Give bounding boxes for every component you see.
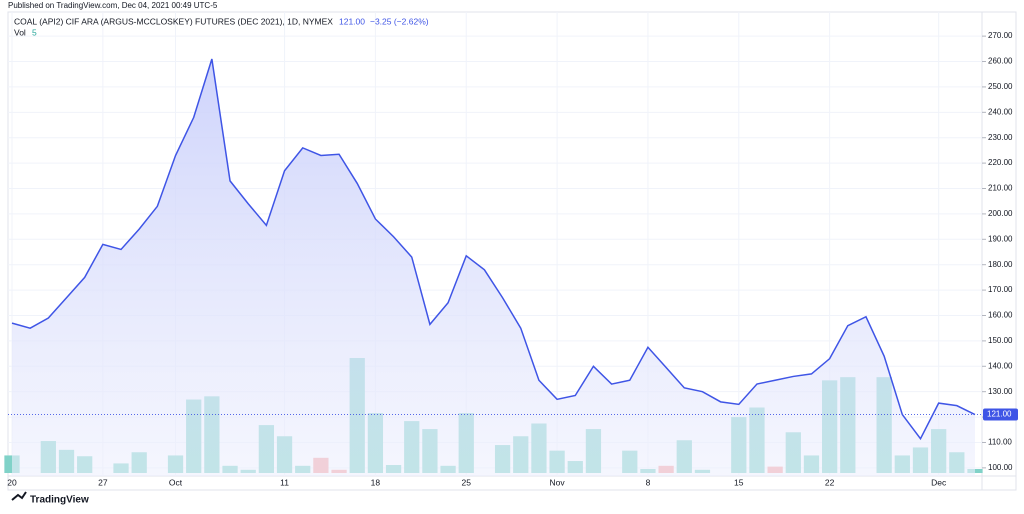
volume-label: Vol: [14, 27, 26, 37]
x-tick-label: 25: [462, 477, 472, 487]
y-tick-label: 110.00: [988, 438, 1012, 447]
y-tick-label: 220.00: [988, 158, 1013, 167]
x-tick-label: 15: [734, 477, 744, 487]
y-tick-label: 140.00: [988, 361, 1013, 370]
x-tick-label: 8: [646, 477, 651, 487]
last-price: 121.00: [339, 16, 365, 26]
y-tick-label: 170.00: [988, 285, 1013, 294]
x-tick-label: Nov: [550, 477, 566, 487]
y-tick-label: 190.00: [988, 234, 1013, 243]
y-tick-label: 270.00: [988, 31, 1013, 40]
last-price-box: [983, 408, 1018, 421]
published: Published on TradingView.com, Dec 04, 20…: [8, 1, 218, 10]
y-tick-label: 240.00: [988, 107, 1013, 116]
price-area: [12, 58, 975, 476]
symbol: COAL (API2) CIF ARA (ARGUS-MCCLOSKEY) FU…: [14, 16, 333, 26]
y-tick-label: 260.00: [988, 57, 1013, 66]
change: −3.25 (−2.62%): [370, 16, 429, 26]
x-tick-label: 20: [7, 477, 17, 487]
y-tick-label: 230.00: [988, 133, 1013, 142]
last-price-label: 121.00: [987, 410, 1012, 419]
y-tick-label: 200.00: [988, 209, 1013, 218]
volume-value: 5: [32, 27, 37, 37]
logo: [11, 491, 27, 501]
y-tick-label: 100.00: [988, 463, 1013, 472]
y-tick-label: 250.00: [988, 82, 1013, 91]
x-tick-label: Dec: [931, 477, 947, 487]
price-line: [11, 58, 976, 441]
brand: TradingView: [30, 495, 89, 506]
y-tick-label: 130.00: [988, 387, 1013, 396]
x-tick-label: 27: [98, 477, 108, 487]
x-tick-label: 22: [825, 477, 835, 487]
y-tick-label: 210.00: [988, 184, 1013, 193]
y-tick-label: 180.00: [988, 260, 1013, 269]
x-tick-label: 11: [280, 477, 289, 487]
frame: [7, 11, 1017, 491]
x-tick-label: 18: [371, 477, 381, 487]
x-tick-label: Oct: [169, 477, 183, 487]
y-tick-label: 160.00: [988, 311, 1013, 320]
y-tick-label: 150.00: [988, 336, 1013, 345]
